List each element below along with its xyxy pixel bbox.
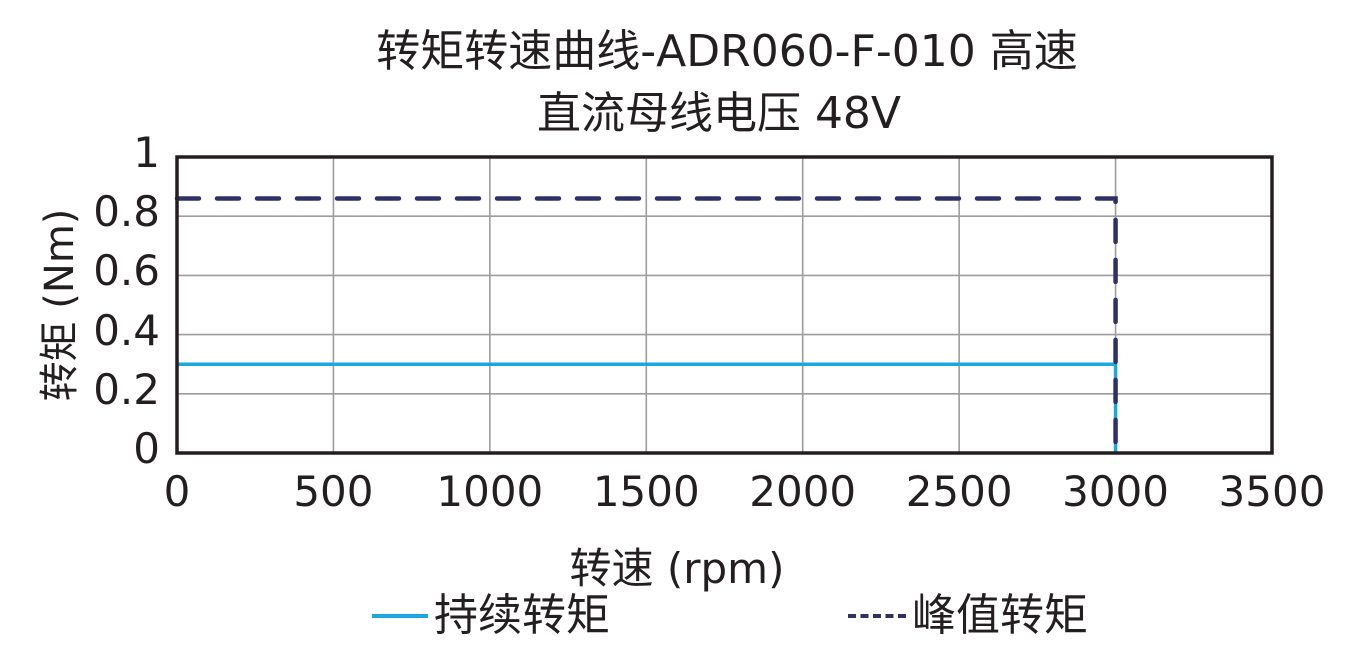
legend-label-continuous: 持续转矩 (434, 590, 610, 641)
legend-item-peak-torque: 峰值转矩 (848, 590, 1088, 642)
x-tick-label: 3000 (1062, 467, 1169, 516)
legend-item-continuous-torque: 持续转矩 (372, 590, 610, 642)
y-tick-label: 0.6 (93, 246, 160, 296)
peak-torque-line (174, 196, 1118, 456)
y-tick-label: 1 (133, 128, 160, 177)
x-tick-label: 0 (163, 467, 191, 516)
y-tick-label: 0.8 (93, 187, 160, 237)
x-tick-label: 2500 (905, 467, 1013, 516)
x-tick-label: 1500 (592, 467, 700, 516)
legend-label-peak: 峰值转矩 (912, 590, 1088, 641)
x-tick-label: 500 (293, 467, 374, 516)
solid-line-swatch-icon (372, 614, 428, 618)
y-tick-label: 0.4 (93, 305, 160, 355)
y-tick-label: 0.2 (93, 364, 160, 414)
x-axis-label: 转速 (rpm) (569, 544, 785, 593)
chart-title-line-1: 转矩转速曲线-ADR060-F-010 高速 (376, 26, 1078, 77)
x-tick-label: 2000 (749, 467, 857, 516)
dashed-line-swatch-icon (848, 614, 906, 618)
y-tick-label: 0 (133, 424, 160, 473)
grid-lines (176, 156, 1273, 454)
x-tick-label: 1000 (436, 467, 544, 516)
x-tick-label: 3500 (1218, 467, 1326, 516)
chart-title-line-2: 直流母线电压 48V (536, 88, 902, 139)
plot-frame (175, 155, 1274, 455)
y-axis-label: 转矩 (Nm) (37, 208, 83, 402)
data-series (174, 196, 1118, 456)
